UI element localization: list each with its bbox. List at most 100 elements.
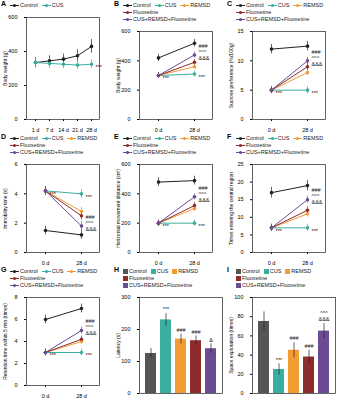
svg-text:28 d: 28 d: [76, 260, 87, 266]
svg-text:14 d: 14 d: [58, 127, 69, 133]
svg-text:Immobility time (s): Immobility time (s): [2, 188, 8, 229]
svg-text:^^^: ^^^: [320, 310, 328, 316]
svg-text:&&&: &&&: [86, 330, 97, 336]
svg-text:5: 5: [240, 87, 243, 93]
svg-text:^^^: ^^^: [312, 55, 320, 61]
svg-text:^^^: ^^^: [199, 49, 207, 55]
svg-text:***: ***: [163, 223, 170, 229]
svg-text:Latency (s): Latency (s): [115, 333, 121, 358]
svg-text:8: 8: [14, 294, 17, 300]
svg-text:100: 100: [121, 358, 130, 364]
svg-text:0: 0: [127, 249, 130, 255]
svg-text:&&&: &&&: [318, 316, 329, 322]
svg-text:400: 400: [121, 58, 130, 64]
svg-text:0 d: 0 d: [42, 393, 50, 399]
svg-text:0: 0: [14, 382, 17, 388]
svg-text:***: ***: [50, 352, 57, 358]
svg-text:Sucrose preference (%/100g): Sucrose preference (%/100g): [228, 43, 234, 109]
svg-text:###: ###: [199, 185, 209, 191]
svg-text:***: ***: [50, 191, 57, 197]
svg-text:15: 15: [237, 196, 243, 202]
svg-text:&&&: &&&: [312, 199, 323, 205]
svg-text:28 d: 28 d: [189, 127, 200, 133]
svg-text:600: 600: [121, 28, 130, 34]
svg-text:400: 400: [121, 191, 130, 197]
svg-text:^^^: ^^^: [86, 220, 94, 226]
svg-text:6: 6: [14, 316, 17, 322]
svg-text:28 d: 28 d: [302, 260, 313, 266]
svg-text:Body weight (g): Body weight (g): [115, 58, 121, 93]
svg-text:200: 200: [121, 326, 130, 332]
svg-text:0: 0: [240, 116, 243, 122]
svg-text:###: ###: [199, 43, 209, 49]
svg-text:Body weight (g): Body weight (g): [2, 51, 8, 86]
svg-text:28 d: 28 d: [189, 260, 200, 266]
svg-text:***: ***: [199, 223, 206, 229]
svg-text:80: 80: [237, 313, 243, 319]
svg-text:21 d: 21 d: [72, 127, 83, 133]
svg-text:0: 0: [14, 116, 17, 122]
svg-text:***: ***: [276, 90, 283, 96]
svg-text:***: ***: [163, 75, 170, 81]
svg-text:Retention time within 5 min (t: Retention time within 5 min (times): [2, 303, 8, 380]
svg-text:###: ###: [191, 329, 201, 335]
svg-text:600: 600: [8, 14, 17, 20]
svg-text:^^^: ^^^: [199, 191, 207, 197]
svg-text:###: ###: [312, 187, 322, 193]
svg-text:25: 25: [237, 161, 243, 167]
svg-text:0 d: 0 d: [155, 127, 163, 133]
svg-text:28 d: 28 d: [76, 393, 87, 399]
svg-text:***: ***: [276, 357, 283, 363]
svg-text:60: 60: [237, 333, 243, 339]
svg-text:200: 200: [8, 82, 17, 88]
svg-text:7 d: 7 d: [46, 127, 54, 133]
svg-text:0 d: 0 d: [268, 127, 276, 133]
svg-text:0 d: 0 d: [42, 260, 50, 266]
svg-text:^^^: ^^^: [86, 324, 94, 330]
svg-text:28 d: 28 d: [302, 127, 313, 133]
svg-text:4: 4: [14, 338, 17, 344]
svg-text:6: 6: [14, 161, 17, 167]
svg-text:20: 20: [237, 179, 243, 185]
svg-text:28 d: 28 d: [86, 127, 97, 133]
svg-text:0: 0: [240, 390, 243, 396]
svg-text:1 d: 1 d: [32, 127, 40, 133]
svg-text:###: ###: [176, 327, 186, 333]
svg-text:600: 600: [121, 161, 130, 167]
svg-text:40: 40: [237, 352, 243, 358]
svg-text:Space exploration (times): Space exploration (times): [228, 317, 234, 374]
svg-text:100: 100: [234, 294, 243, 300]
svg-text:***: ***: [163, 306, 170, 312]
svg-text:###: ###: [86, 214, 96, 220]
svg-text:###: ###: [312, 49, 322, 55]
svg-text:0: 0: [14, 249, 17, 255]
svg-text:&&&: &&&: [312, 61, 323, 67]
svg-text:400: 400: [8, 48, 17, 54]
svg-text:0 d: 0 d: [155, 260, 163, 266]
svg-text:0: 0: [127, 116, 130, 122]
svg-text:2: 2: [14, 360, 17, 366]
svg-text:10: 10: [237, 214, 243, 220]
svg-text:200: 200: [121, 220, 130, 226]
svg-text:10: 10: [237, 58, 243, 64]
svg-text:###: ###: [304, 343, 314, 349]
svg-text:***: ***: [96, 64, 103, 70]
svg-text:&: &: [209, 337, 213, 343]
svg-text:&&&: &&&: [86, 226, 97, 232]
svg-text:***: ***: [312, 228, 319, 234]
svg-text:***: ***: [199, 74, 206, 80]
svg-text:15: 15: [237, 28, 243, 34]
svg-text:0 d: 0 d: [268, 260, 276, 266]
svg-text:20: 20: [237, 371, 243, 377]
svg-text:&&&: &&&: [199, 197, 210, 203]
svg-text:&&&: &&&: [199, 55, 210, 61]
svg-text:***: ***: [276, 228, 283, 234]
svg-text:###: ###: [289, 335, 299, 341]
svg-text:300: 300: [121, 294, 130, 300]
svg-text:4: 4: [14, 191, 17, 197]
svg-text:2: 2: [14, 220, 17, 226]
svg-text:200: 200: [121, 87, 130, 93]
svg-text:0: 0: [127, 390, 130, 396]
svg-text:0: 0: [240, 249, 243, 255]
svg-text:Horizontal movement distance (: Horizontal movement distance (cm): [115, 169, 121, 248]
